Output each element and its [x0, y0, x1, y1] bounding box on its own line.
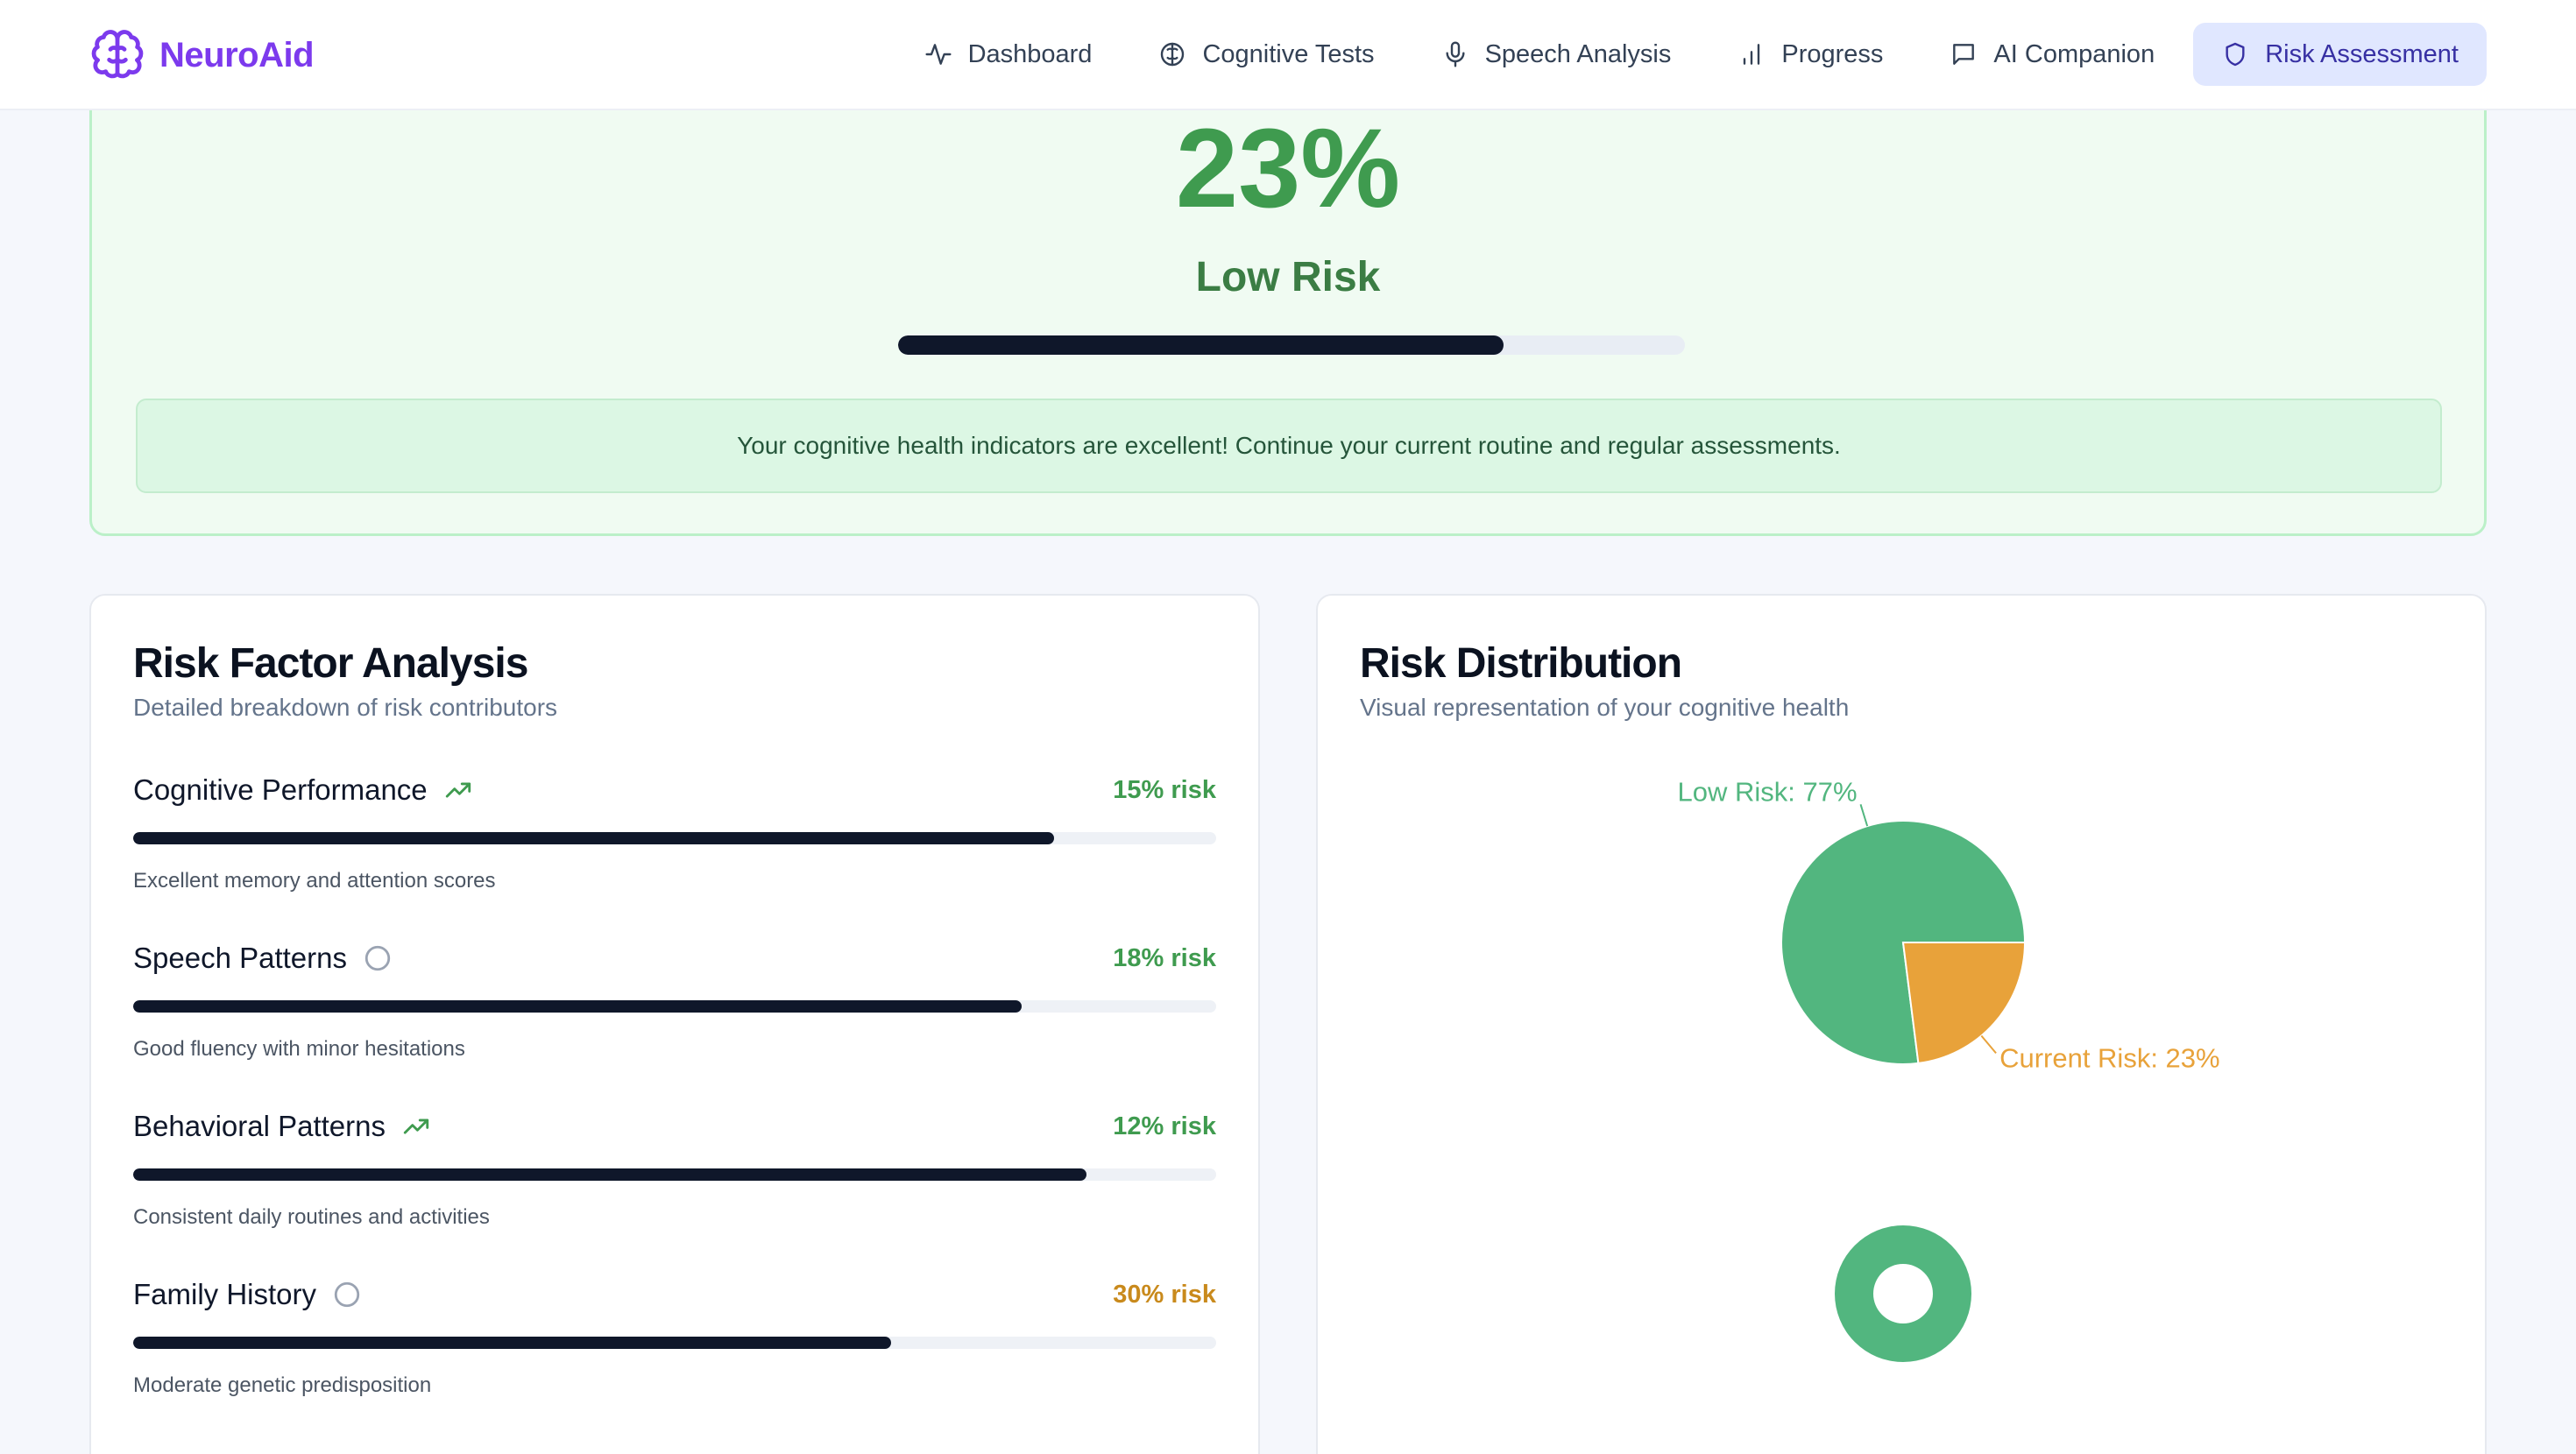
microphone-icon: [1446, 41, 1465, 67]
trending-up-icon: [401, 1112, 431, 1141]
risk-distribution-card: Risk Distribution Visual representation …: [1316, 594, 2487, 1454]
card-subtitle: Visual representation of your cognitive …: [1360, 694, 1850, 721]
factor-risk-value: 30% risk: [1113, 1280, 1216, 1309]
factor-risk-value: 12% risk: [1113, 1112, 1216, 1140]
risk-summary-card: 23% Low Risk Your cognitive health indic…: [89, 53, 2487, 536]
factor-progress-fill: [133, 1337, 892, 1349]
main-nav: Dashboard Cognitive Tests Speech Analysi…: [896, 23, 2487, 86]
factor-name: Family History: [133, 1278, 317, 1310]
pie-slice-low-risk[interactable]: [1780, 820, 2027, 1065]
shield-icon: [2226, 42, 2245, 67]
risk-level: Low Risk: [1195, 254, 1381, 300]
nav-ai-companion[interactable]: AI Companion: [1921, 23, 2183, 86]
factor-name: Behavioral Patterns: [133, 1110, 386, 1142]
nav-label: Progress: [1781, 39, 1884, 68]
brand[interactable]: NeuroAid: [89, 25, 315, 86]
risk-summary-message: Your cognitive health indicators are exc…: [136, 399, 2442, 493]
nav-dashboard[interactable]: Dashboard: [896, 23, 1121, 86]
pie-label-low-risk: Low Risk: 77%: [1677, 776, 1857, 807]
factor-progress: [133, 1168, 1216, 1181]
factor-risk-value: 18% risk: [1113, 943, 1216, 972]
risk-factor-item: Family History 30% risk Moderate genetic…: [133, 1275, 1216, 1443]
nav-label: AI Companion: [1993, 39, 2155, 68]
factor-progress: [133, 1000, 1216, 1013]
pie-slice-current-risk[interactable]: [1901, 942, 2027, 1065]
activity-icon: [925, 44, 952, 65]
nav-label: Risk Assessment: [2265, 39, 2459, 68]
nav-risk-assessment[interactable]: Risk Assessment: [2193, 23, 2487, 86]
nav-progress[interactable]: Progress: [1709, 23, 1911, 86]
factor-progress: [133, 832, 1216, 844]
nav-label: Dashboard: [967, 39, 1093, 68]
bar-chart-icon: [1744, 44, 1760, 65]
risk-factor-list: Cognitive Performance 15% risk Excellent…: [133, 771, 1216, 1443]
pie-label-current-risk-leader: [1980, 1034, 1997, 1055]
factor-description: Consistent daily routines and activities: [133, 1205, 490, 1229]
risk-score-progress-fill: [898, 335, 1504, 355]
nav-cognitive-tests[interactable]: Cognitive Tests: [1130, 23, 1402, 86]
pie-label-low-risk-leader: [1859, 803, 1869, 827]
trending-up-icon: [443, 775, 473, 805]
factor-name: Speech Patterns: [133, 942, 347, 974]
risk-distribution-chart: Low Risk: 77% Current Risk: 23%: [1677, 776, 2220, 1362]
risk-score: 23%: [1175, 106, 1401, 231]
donut-slice[interactable]: [1835, 1225, 1971, 1362]
risk-score-progress: [898, 335, 1685, 355]
factor-name: Cognitive Performance: [133, 773, 428, 806]
pie-label-current-risk: Current Risk: 23%: [1999, 1042, 2220, 1073]
brain-icon: [1161, 42, 1185, 67]
factor-progress: [133, 1337, 1216, 1349]
top-navbar: NeuroAid Dashboard Cognitive Tests Speec…: [0, 0, 2576, 110]
risk-factor-item: Cognitive Performance 15% risk Excellent…: [133, 771, 1216, 939]
factor-description: Excellent memory and attention scores: [133, 869, 496, 893]
circle-icon: [363, 943, 393, 973]
factor-progress-fill: [133, 832, 1054, 844]
card-title: Risk Distribution: [1360, 640, 1682, 687]
circle-icon: [332, 1280, 362, 1309]
card-title: Risk Factor Analysis: [133, 640, 528, 687]
factor-description: Moderate genetic predisposition: [133, 1373, 432, 1397]
message-icon: [1953, 44, 1975, 65]
card-subtitle: Detailed breakdown of risk contributors: [133, 694, 558, 721]
factor-progress-fill: [133, 1000, 1022, 1013]
nav-label: Speech Analysis: [1484, 39, 1672, 68]
factor-description: Good fluency with minor hesitations: [133, 1037, 465, 1061]
risk-factor-item: Speech Patterns 18% risk Good fluency wi…: [133, 939, 1216, 1107]
brain-icon: [91, 30, 144, 79]
factor-progress-fill: [133, 1168, 1086, 1181]
risk-factor-card: Risk Factor Analysis Detailed breakdown …: [89, 594, 1260, 1454]
factor-risk-value: 15% risk: [1113, 775, 1216, 804]
risk-factor-item: Behavioral Patterns 12% risk Consistent …: [133, 1107, 1216, 1275]
nav-label: Cognitive Tests: [1202, 39, 1375, 68]
nav-speech-analysis[interactable]: Speech Analysis: [1413, 23, 1700, 86]
brand-name: NeuroAid: [159, 35, 315, 74]
